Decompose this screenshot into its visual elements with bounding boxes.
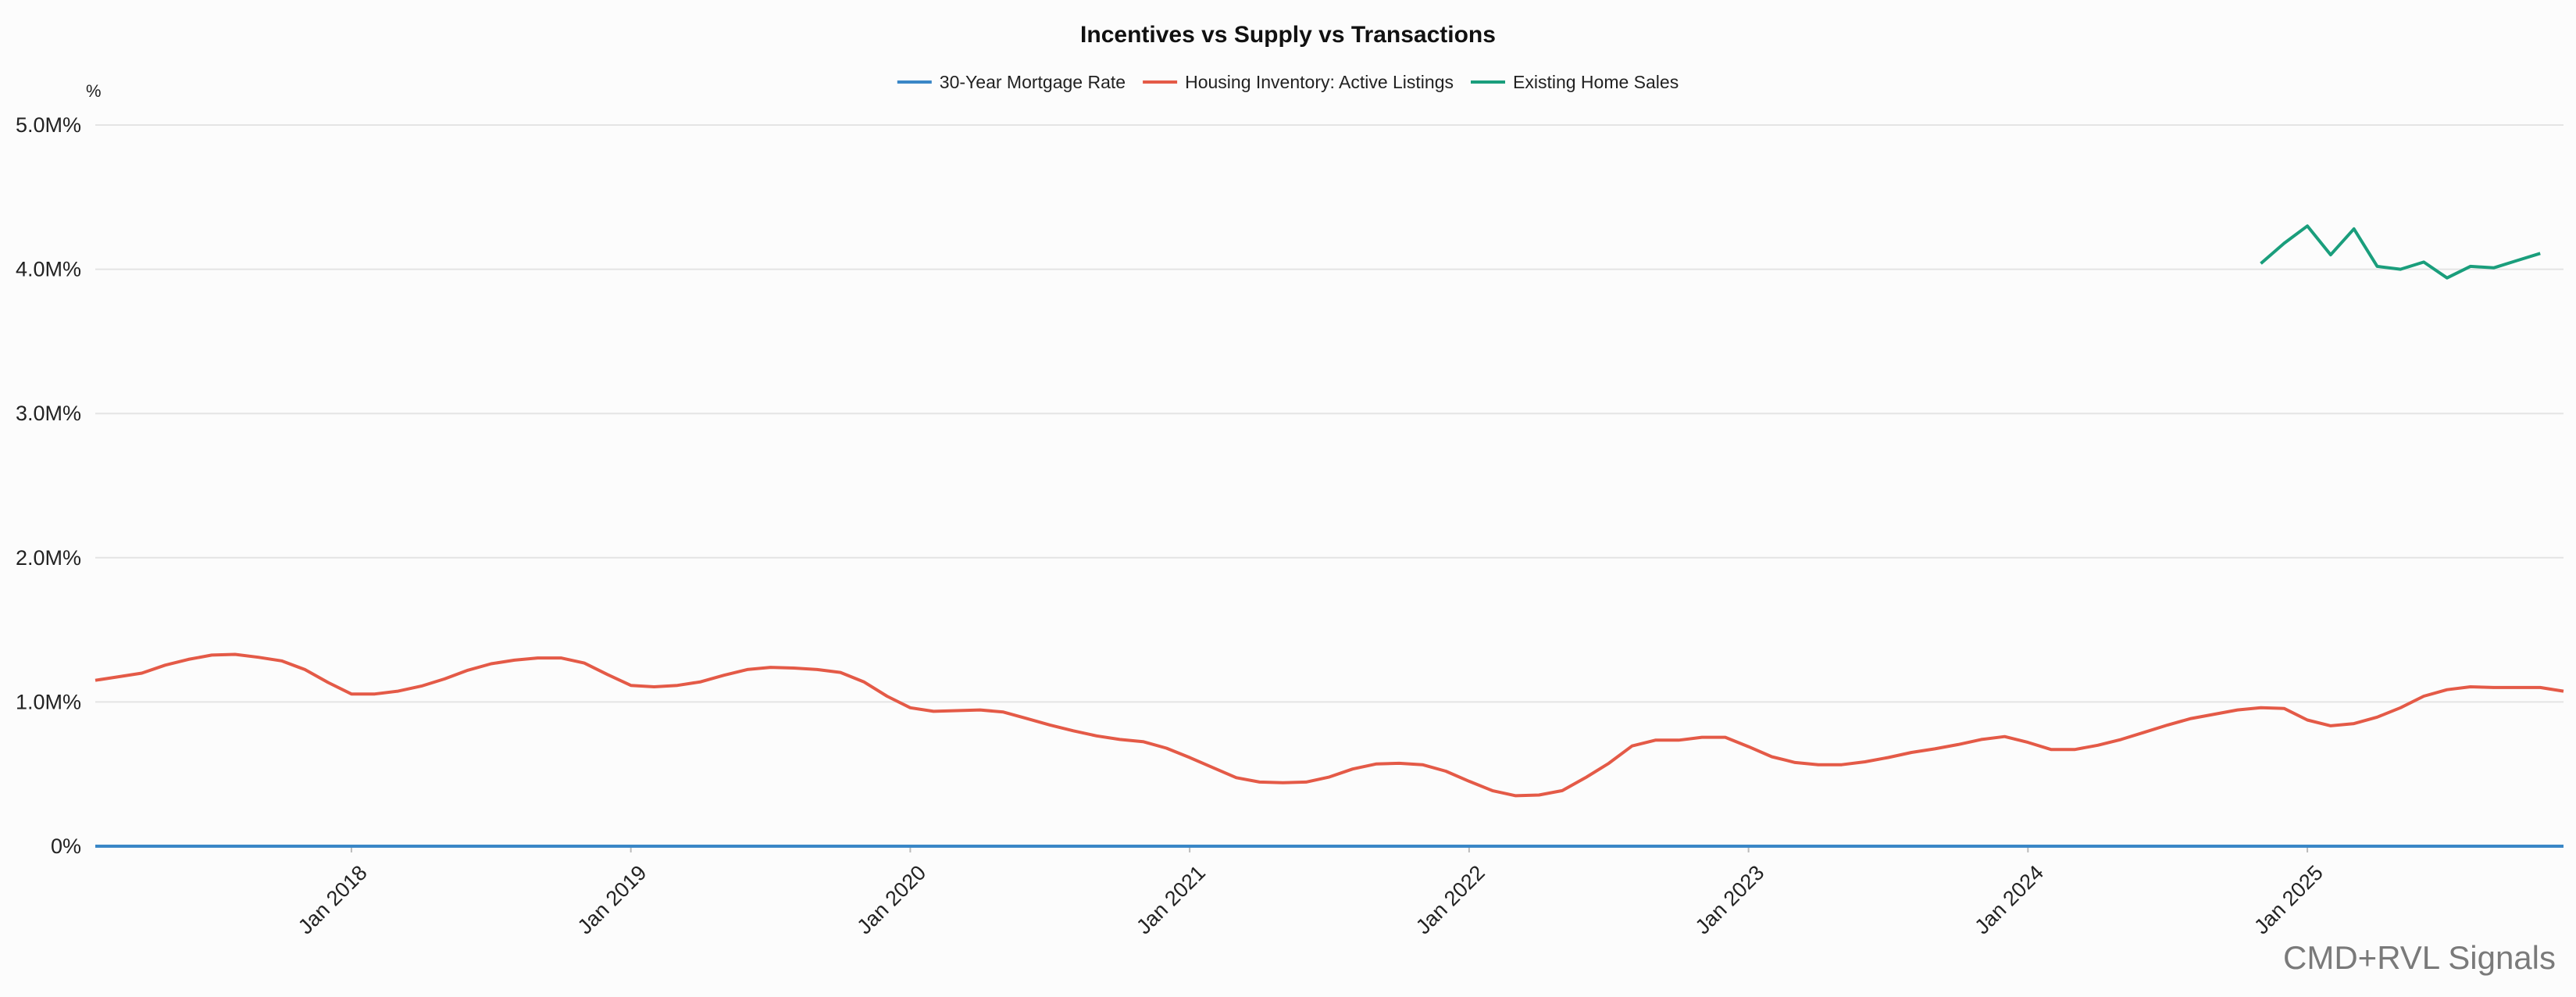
y-tick-label: 0% [51, 834, 81, 858]
series-lines [95, 224, 2564, 848]
legend-label: 30-Year Mortgage Rate [940, 72, 1126, 92]
legend-item-2[interactable]: Housing Inventory: Active Listings [1143, 72, 1454, 92]
chart-title: Incentives vs Supply vs Transactions [1080, 22, 1496, 48]
watermark: CMD+RVL Signals [2283, 939, 2556, 976]
y-tick-label: 2.0M% [16, 546, 81, 570]
legend-label: Existing Home Sales [1513, 72, 1679, 92]
y-axis-ticks: 0% 1.0M% 2.0M% 3.0M% 4.0M% 5.0M% [16, 113, 81, 858]
y-tick-label: 3.0M% [16, 402, 81, 425]
series-line-2 [95, 652, 2564, 798]
legend-item-1[interactable]: 30-Year Mortgage Rate [897, 72, 1126, 92]
y-tick-label: 5.0M% [16, 113, 81, 137]
series-line-3 [2260, 224, 2541, 280]
legend: 30-Year Mortgage Rate Housing Inventory: … [897, 72, 1679, 92]
y-axis-unit: % [86, 81, 102, 101]
y-tick-label: 4.0M% [16, 258, 81, 281]
legend-label: Housing Inventory: Active Listings [1185, 72, 1454, 92]
legend-item-3[interactable]: Existing Home Sales [1471, 72, 1679, 92]
y-tick-label: 1.0M% [16, 690, 81, 713]
